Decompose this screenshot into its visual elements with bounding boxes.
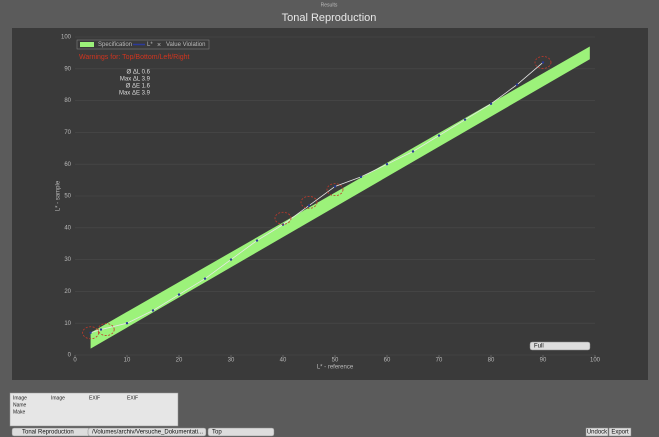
data-point — [307, 204, 311, 207]
table-header: Image — [51, 395, 65, 401]
x-tick-label: 50 — [332, 358, 339, 364]
view-dropdown-text: Tonal Reproduction — [22, 430, 74, 436]
stat-text: Ø ΔE 1.6 — [126, 84, 151, 90]
undock-text: Undock — [587, 430, 608, 436]
data-point — [125, 322, 129, 325]
y-tick-label: 80 — [64, 98, 71, 104]
table-header: EXIF — [127, 395, 138, 401]
y-tick-label: 0 — [68, 353, 72, 359]
legend-swatch — [80, 42, 94, 47]
x-tick-label: 30 — [228, 358, 235, 364]
violation-marker — [300, 195, 318, 209]
stat-text: Max ΔE 3.9 — [119, 91, 151, 97]
data-point — [99, 328, 103, 331]
x-tick-label: 90 — [540, 358, 547, 364]
window-title: Tonal Reproduction — [282, 12, 377, 24]
violation-marker — [97, 323, 115, 336]
window-header: Results — [321, 2, 338, 8]
violation-marker — [82, 326, 99, 340]
table-row-label: Name — [13, 402, 27, 408]
spec-band — [90, 46, 590, 349]
data-point — [359, 175, 363, 179]
data-point — [89, 331, 92, 334]
legend-swatch: × — [157, 42, 161, 49]
table-row-label: Make — [13, 409, 25, 415]
y-axis-label: L* - sample — [56, 180, 62, 211]
export-text: Export — [611, 430, 629, 436]
data-point — [333, 185, 337, 188]
x-tick-label: 60 — [384, 358, 391, 364]
legend-label: Specification — [98, 42, 132, 48]
data-point — [255, 239, 259, 242]
data-point — [177, 293, 181, 296]
x-tick-label: 40 — [280, 358, 287, 364]
y-tick-label: 70 — [64, 130, 71, 136]
x-tick-label: 0 — [73, 358, 77, 364]
x-axis-label: L* - reference — [317, 365, 354, 371]
path-dropdown[interactable] — [87, 427, 207, 437]
x-tick-label: 100 — [590, 358, 601, 364]
position-dropdown-text: Top — [212, 430, 222, 436]
data-point — [151, 309, 155, 312]
stat-text: Max ΔL 3.9 — [120, 77, 151, 83]
legend-label: L* — [147, 42, 153, 48]
data-point — [463, 118, 467, 121]
y-tick-label: 10 — [64, 321, 71, 327]
y-tick-label: 100 — [61, 35, 72, 41]
table-header: EXIF — [89, 395, 100, 401]
data-point — [489, 102, 493, 105]
x-tick-label: 20 — [176, 358, 183, 364]
violation-marker — [326, 183, 344, 197]
y-tick-label: 30 — [64, 257, 71, 263]
data-point — [203, 277, 207, 280]
violation-marker — [534, 56, 552, 69]
export-button[interactable] — [608, 427, 632, 437]
stat-text: Ø ΔL 0.6 — [127, 70, 151, 76]
legend-label: Value Violation — [166, 42, 205, 48]
range-dropdown-text: Full — [534, 344, 544, 350]
data-point — [515, 83, 519, 86]
y-tick-label: 60 — [64, 162, 71, 168]
data-point — [385, 163, 389, 166]
x-tick-label: 80 — [488, 358, 495, 364]
x-tick-label: 10 — [124, 358, 131, 364]
table-header: Image — [13, 395, 27, 401]
violation-marker — [274, 211, 292, 225]
data-point — [541, 61, 545, 64]
y-tick-label: 20 — [64, 289, 71, 295]
path-dropdown-text: /Volumes/archiv/Versuche_Dokumentati... — [92, 430, 203, 436]
y-tick-label: 50 — [64, 194, 71, 200]
data-point — [437, 134, 441, 137]
x-tick-label: 70 — [436, 358, 443, 364]
y-tick-label: 40 — [64, 225, 71, 231]
y-tick-label: 90 — [64, 66, 71, 72]
range-dropdown[interactable] — [529, 341, 591, 351]
info-table — [9, 392, 179, 427]
undock-button[interactable] — [585, 427, 609, 437]
data-point — [229, 258, 233, 261]
warning-text: Warnings for: Top/Bottom/Left/Right — [79, 54, 190, 61]
data-point — [411, 150, 415, 153]
position-dropdown[interactable] — [207, 427, 275, 437]
